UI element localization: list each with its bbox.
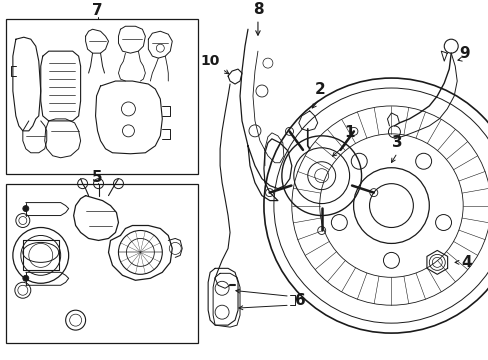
Text: 9: 9	[458, 46, 468, 60]
Circle shape	[23, 206, 29, 212]
Bar	[6, 19, 198, 174]
Text: 7: 7	[92, 3, 102, 18]
Bar	[6, 184, 198, 343]
Text: 1: 1	[344, 125, 354, 140]
Text: 10: 10	[200, 54, 220, 68]
Text: 5: 5	[92, 170, 102, 185]
Circle shape	[23, 275, 29, 281]
Text: 4: 4	[460, 255, 471, 270]
Text: 8: 8	[252, 2, 263, 17]
Text: 6: 6	[294, 293, 305, 308]
Text: 2: 2	[314, 81, 325, 96]
Text: 3: 3	[391, 135, 402, 150]
